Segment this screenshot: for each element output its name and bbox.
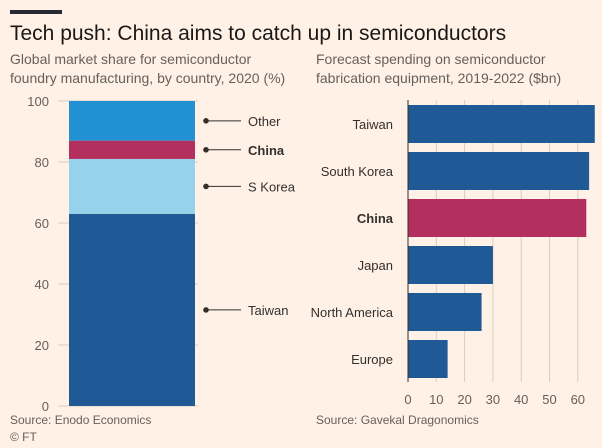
category-label: Taiwan: [353, 117, 393, 132]
bar-segment-s-korea: [69, 158, 195, 214]
bar-segment-china: [69, 140, 195, 159]
x-tick-label: 40: [514, 392, 528, 407]
category-label: China: [357, 211, 394, 226]
y-tick-label: 80: [35, 155, 49, 170]
bar-segment-taiwan: [69, 213, 195, 406]
series-label: Other: [248, 114, 281, 129]
category-label: Japan: [358, 258, 393, 273]
right-chart-subtitle: Forecast spending on semiconductor fabri…: [316, 51, 562, 86]
y-tick-label: 20: [35, 338, 49, 353]
bar-segment-other: [69, 101, 195, 141]
x-tick-label: 50: [542, 392, 556, 407]
x-tick-label: 60: [571, 392, 585, 407]
x-tick-label: 20: [457, 392, 471, 407]
category-label: Europe: [351, 352, 393, 367]
bar-taiwan: [408, 105, 595, 143]
y-tick-label: 60: [35, 216, 49, 231]
bar-north-america: [408, 293, 482, 331]
x-tick-label: 0: [404, 392, 411, 407]
series-label: Taiwan: [248, 303, 288, 318]
left-chart-subtitle: Global market share for semiconductor fo…: [10, 51, 286, 86]
bar-europe: [408, 340, 448, 378]
y-tick-label: 100: [27, 94, 49, 109]
bar-south-korea: [408, 152, 590, 190]
category-label: North America: [311, 305, 394, 320]
category-label: South Korea: [321, 164, 394, 179]
bar-china: [408, 199, 587, 237]
ft-credit: © FT: [10, 430, 37, 444]
bar-japan: [408, 246, 493, 284]
stacked-bar-chart: 0 20 40 60 80 100 Taiwan S Korea China Other: [27, 94, 296, 414]
right-chart-source: Source: Gavekal Dragonomics: [316, 413, 479, 427]
y-tick-label: 40: [35, 277, 49, 292]
page-title: Tech push: China aims to catch up in sem…: [10, 22, 507, 45]
ft-top-bar: [10, 10, 62, 14]
series-label: S Korea: [248, 179, 296, 194]
series-label: China: [248, 143, 285, 158]
x-tick-label: 30: [486, 392, 500, 407]
left-chart-source: Source: Enodo Economics: [10, 413, 152, 427]
x-tick-label: 10: [429, 392, 443, 407]
y-tick-label: 0: [42, 399, 49, 414]
